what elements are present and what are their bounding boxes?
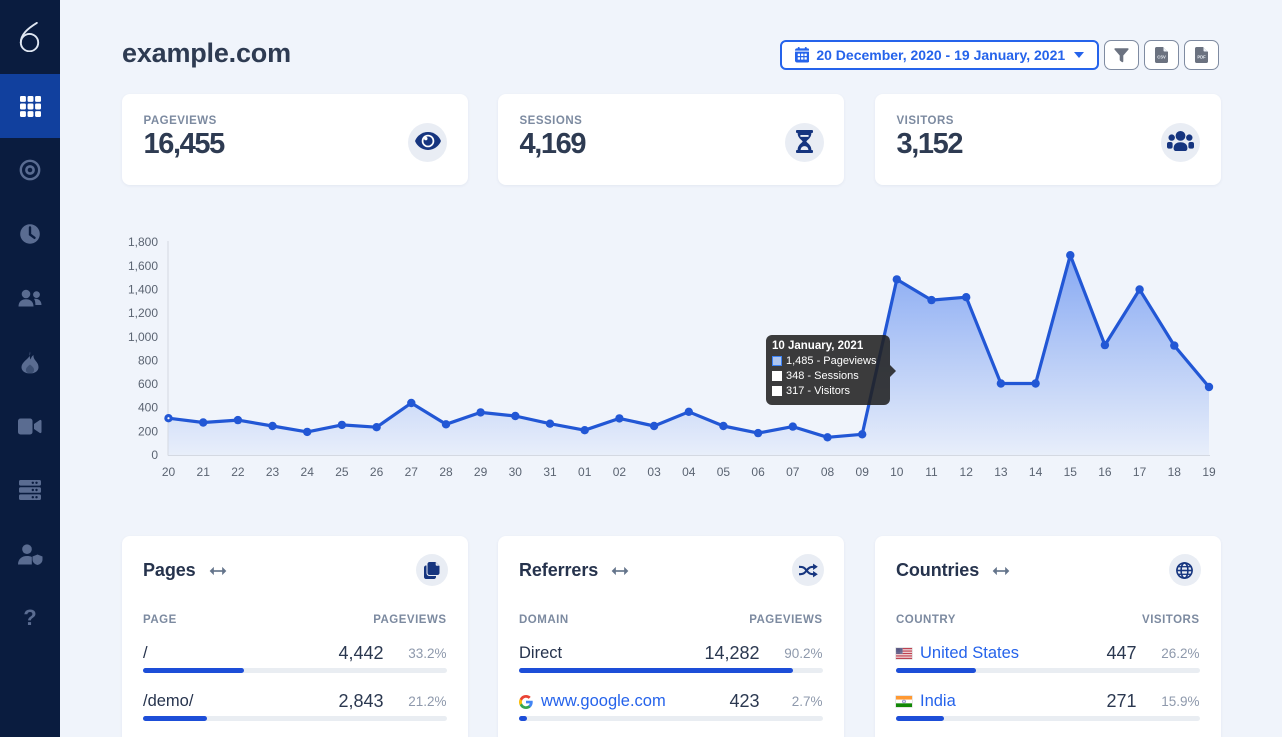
svg-text:22: 22 xyxy=(231,465,245,479)
svg-text:11: 11 xyxy=(925,465,938,479)
svg-text:10: 10 xyxy=(890,465,904,479)
svg-text:15: 15 xyxy=(1064,465,1078,479)
svg-text:20: 20 xyxy=(162,465,176,479)
svg-text:16: 16 xyxy=(1098,465,1112,479)
svg-text:800: 800 xyxy=(138,353,158,367)
svg-text:200: 200 xyxy=(138,424,158,438)
svg-text:01: 01 xyxy=(578,465,592,479)
svg-text:1,800: 1,800 xyxy=(128,235,158,249)
svg-text:09: 09 xyxy=(856,465,870,479)
svg-text:0: 0 xyxy=(151,448,158,462)
svg-text:1,000: 1,000 xyxy=(128,330,158,344)
svg-text:14: 14 xyxy=(1029,465,1043,479)
svg-text:07: 07 xyxy=(786,465,800,479)
svg-text:29: 29 xyxy=(474,465,488,479)
svg-text:26: 26 xyxy=(370,465,384,479)
svg-text:03: 03 xyxy=(647,465,661,479)
svg-text:25: 25 xyxy=(335,465,349,479)
svg-text:05: 05 xyxy=(717,465,731,479)
svg-text:1,200: 1,200 xyxy=(128,306,158,320)
svg-text:30: 30 xyxy=(509,465,523,479)
svg-text:21: 21 xyxy=(197,465,211,479)
svg-text:04: 04 xyxy=(682,465,696,479)
svg-text:08: 08 xyxy=(821,465,835,479)
svg-text:24: 24 xyxy=(301,465,315,479)
svg-text:31: 31 xyxy=(543,465,557,479)
svg-text:1,600: 1,600 xyxy=(128,259,158,273)
svg-text:06: 06 xyxy=(751,465,765,479)
svg-text:CSV: CSV xyxy=(1157,55,1166,60)
svg-text:1,400: 1,400 xyxy=(128,283,158,297)
svg-text:18: 18 xyxy=(1168,465,1182,479)
svg-text:17: 17 xyxy=(1133,465,1147,479)
svg-text:19: 19 xyxy=(1202,465,1216,479)
svg-text:28: 28 xyxy=(439,465,453,479)
svg-text:12: 12 xyxy=(960,465,974,479)
svg-text:600: 600 xyxy=(138,377,158,391)
svg-text:27: 27 xyxy=(405,465,419,479)
svg-text:13: 13 xyxy=(994,465,1008,479)
svg-text:400: 400 xyxy=(138,401,158,415)
svg-text:23: 23 xyxy=(266,465,280,479)
svg-text:02: 02 xyxy=(613,465,627,479)
svg-text:PDF: PDF xyxy=(1197,55,1206,60)
